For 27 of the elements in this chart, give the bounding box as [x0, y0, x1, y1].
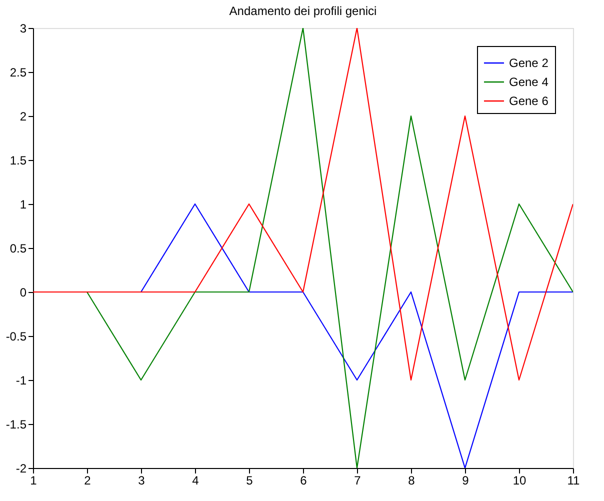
legend-label: Gene 4 [509, 75, 549, 89]
legend-label: Gene 2 [509, 56, 549, 70]
x-tick-label: 8 [408, 474, 416, 488]
y-tick-label: 2.5 [10, 66, 27, 80]
x-tick-label: 6 [300, 474, 308, 488]
legend-label: Gene 6 [509, 94, 549, 108]
y-tick-label: 2 [20, 110, 27, 124]
x-tick-label: 2 [84, 474, 92, 488]
x-tick-label: 9 [462, 474, 470, 488]
y-tick-label: 3 [20, 22, 27, 36]
y-tick-label: 1 [20, 198, 27, 212]
line-series [33, 28, 573, 381]
y-tick-label: 0.5 [10, 242, 27, 256]
x-tick-label: 4 [192, 474, 200, 488]
x-tick-label: 7 [354, 474, 362, 488]
x-tick-label: 3 [138, 474, 146, 488]
y-tick-label: 1.5 [10, 154, 27, 168]
y-tick-label: -0.5 [6, 330, 27, 344]
chart-title: Andamento dei profili genici [229, 4, 377, 18]
x-tick-label: 11 [567, 474, 580, 488]
x-tick-label: 1 [30, 474, 38, 488]
y-tick-label: 0 [20, 286, 27, 300]
y-tick-label: -1 [16, 374, 27, 388]
x-tick-label: 5 [246, 474, 254, 488]
y-tick-label: -1.5 [6, 418, 27, 432]
x-tick-label: 10 [512, 474, 526, 488]
y-tick-label: -2 [16, 462, 27, 476]
